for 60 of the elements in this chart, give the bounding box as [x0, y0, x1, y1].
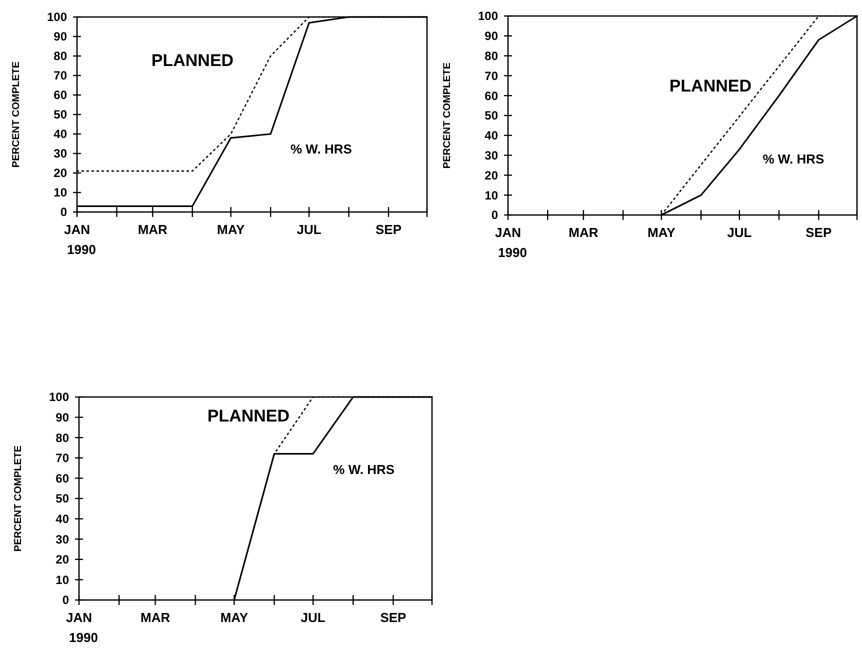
y-tick-label: 0 [491, 208, 498, 222]
text: 1990 [498, 245, 527, 260]
x-tick-label: MAY [216, 222, 246, 237]
x-tick-label: SEP [806, 225, 832, 240]
y-tick-label: 90 [54, 30, 68, 44]
y-tick-label: 20 [484, 168, 498, 182]
x-tick-label: MAR [138, 222, 168, 237]
x-tick-label: JUL [300, 610, 326, 625]
y-tick-label: 70 [56, 451, 70, 466]
y-tick-label: 40 [484, 128, 498, 143]
series-label: PLANNED [207, 406, 290, 426]
y-tick-label: 40 [56, 512, 70, 526]
y-axis-title: PERCENT COMPLETE [13, 445, 24, 552]
x-tick-label: MAY [220, 610, 248, 625]
y-tick-label: 30 [54, 146, 68, 161]
y-tick-label: 0 [60, 205, 68, 220]
text: 1990 [69, 630, 98, 645]
x-tick-label: MAR [140, 610, 171, 625]
x-tick-label: MAY [648, 225, 676, 240]
y-tick-label: 60 [54, 88, 68, 102]
x-tick-label: JUL [727, 225, 752, 240]
x-tick-label: SEP [380, 610, 407, 625]
y-tick-label: 80 [484, 49, 498, 63]
y-tick-label: 20 [56, 552, 70, 567]
y-tick-label: 10 [484, 188, 498, 202]
y-tick-label: 50 [56, 492, 70, 506]
y-tick-label: 60 [56, 471, 70, 486]
y-tick-label: 60 [484, 88, 498, 103]
x-tick-label: JAN [64, 222, 90, 237]
y-tick-label: 50 [484, 108, 498, 123]
y-tick-label: 100 [46, 10, 68, 24]
y-tick-label: 80 [54, 49, 68, 64]
y-tick-label: 10 [56, 572, 70, 587]
y-tick-label: 80 [56, 430, 70, 445]
y-tick-label: 0 [62, 593, 70, 608]
x-tick-label: JAN [494, 225, 522, 240]
text: 1990 [67, 242, 96, 257]
y-tick-label: 30 [484, 148, 498, 162]
x-tick-label: SEP [376, 222, 402, 237]
x-tick-label: JAN [66, 610, 92, 625]
y-tick-label: 90 [484, 29, 498, 44]
y-tick-label: 30 [56, 532, 70, 546]
series-label: % W. HRS [762, 151, 824, 166]
x-tick-label: JUL [296, 222, 322, 237]
y-tick-label: 10 [54, 186, 68, 200]
y-tick-label: 70 [54, 68, 68, 83]
series-label: % W. HRS [333, 462, 395, 478]
y-tick-label: 100 [478, 9, 498, 24]
y-tick-label: 70 [484, 68, 498, 83]
y-axis-title: PERCENT COMPLETE [442, 62, 453, 169]
y-tick-label: 50 [54, 108, 68, 122]
series-label: % W. HRS [290, 142, 352, 156]
y-tick-label: 20 [54, 166, 68, 180]
y-axis-title: PERCENT COMPLETE [11, 61, 22, 168]
y-tick-label: 100 [48, 390, 70, 404]
series-label: PLANNED [669, 76, 752, 96]
y-tick-label: 40 [54, 127, 68, 142]
y-tick-label: 90 [56, 410, 70, 424]
series-label: PLANNED [151, 50, 234, 70]
x-tick-label: MAR [568, 225, 599, 240]
